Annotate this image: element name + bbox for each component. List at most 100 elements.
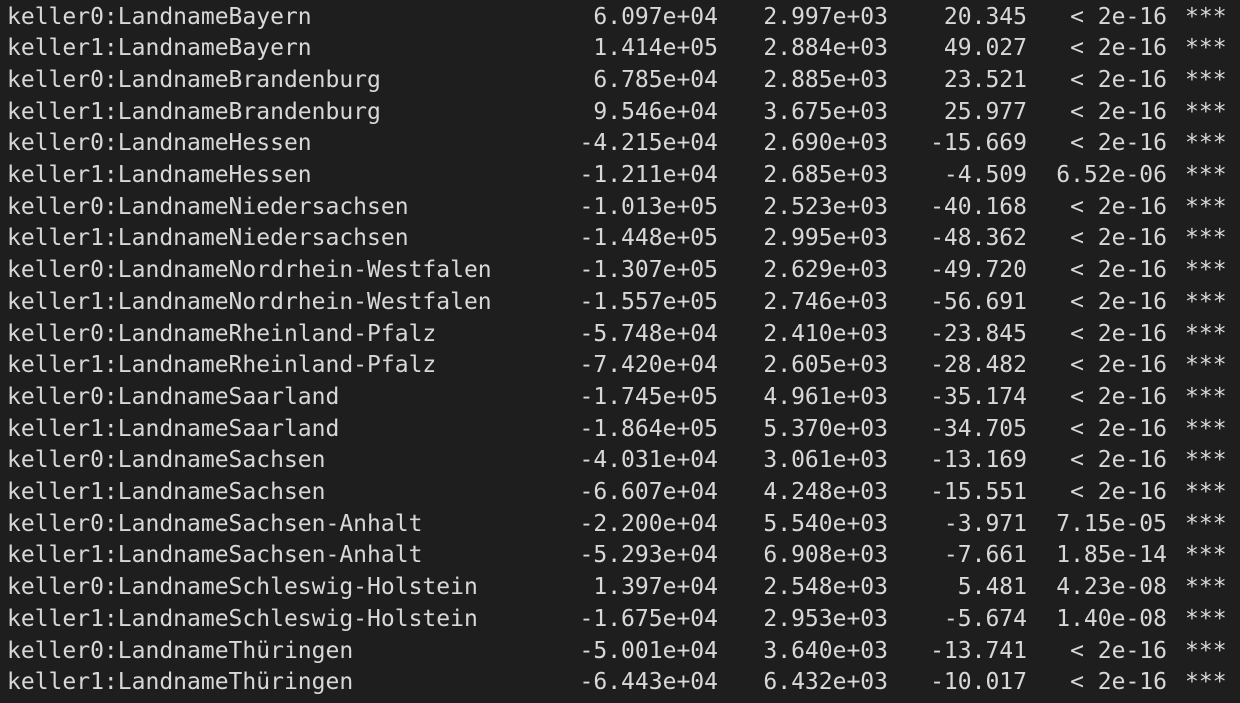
significance-stars: *** (1185, 160, 1227, 192)
coefficient-row: keller0:LandnameBayern 6.097e+04 2.997e+03… (0, 2, 1240, 34)
estimate-value: -2.200e+04 (580, 509, 718, 541)
term-name: keller1:LandnameNordrhein-Westfalen (7, 287, 492, 319)
std-error-value: 3.675e+03 (763, 97, 888, 129)
t-value: -7.661 (944, 540, 1027, 572)
t-value: 25.977 (944, 97, 1027, 129)
std-error-value: 2.746e+03 (763, 287, 888, 319)
term-name: keller1:LandnameRheinland-Pfalz (7, 350, 436, 382)
term-name: keller0:LandnameNiedersachsen (7, 192, 409, 224)
estimate-value: -7.420e+04 (580, 350, 718, 382)
p-value: < 2e-16 (1070, 414, 1167, 446)
p-value: < 2e-16 (1070, 65, 1167, 97)
p-value: < 2e-16 (1070, 287, 1167, 319)
term-name: keller1:LandnameBayern (7, 33, 312, 65)
p-value: < 2e-16 (1070, 636, 1167, 668)
t-value: -3.971 (944, 509, 1027, 541)
t-value: -15.551 (930, 477, 1027, 509)
term-name: keller1:LandnameSaarland (7, 414, 339, 446)
coefficient-row: keller0:LandnameBrandenburg 6.785e+04 2.88… (0, 65, 1240, 97)
p-value: < 2e-16 (1070, 445, 1167, 477)
t-value: -34.705 (930, 414, 1027, 446)
estimate-value: 1.414e+05 (593, 33, 718, 65)
t-value: -5.674 (944, 604, 1027, 636)
p-value: < 2e-16 (1070, 255, 1167, 287)
term-name: keller1:LandnameSachsen-Anhalt (7, 540, 422, 572)
significance-stars: *** (1185, 255, 1227, 287)
p-value: < 2e-16 (1070, 223, 1167, 255)
coefficient-row: keller1:LandnameSchleswig-Holstein -1.675… (0, 604, 1240, 636)
std-error-value: 3.061e+03 (763, 445, 888, 477)
estimate-value: -1.307e+05 (580, 255, 718, 287)
estimate-value: -5.293e+04 (580, 540, 718, 572)
coefficient-row: keller1:LandnameThüringen -6.443e+04 6.432… (0, 667, 1240, 699)
coefficient-row: keller1:LandnameSachsen -6.607e+04 4.248e+… (0, 477, 1240, 509)
p-value: 7.15e-05 (1056, 509, 1167, 541)
estimate-value: -4.031e+04 (580, 445, 718, 477)
term-name: keller1:LandnameBrandenburg (7, 97, 381, 129)
term-name: keller0:LandnameHessen (7, 128, 312, 160)
p-value: < 2e-16 (1070, 382, 1167, 414)
significance-stars: *** (1185, 509, 1227, 541)
std-error-value: 2.953e+03 (763, 604, 888, 636)
std-error-value: 4.248e+03 (763, 477, 888, 509)
std-error-value: 5.540e+03 (763, 509, 888, 541)
term-name: keller1:LandnameSachsen (7, 477, 326, 509)
significance-stars: *** (1185, 319, 1227, 351)
term-name: keller0:LandnameBayern (7, 2, 312, 34)
t-value: -40.168 (930, 192, 1027, 224)
significance-stars: *** (1185, 382, 1227, 414)
t-value: 49.027 (944, 33, 1027, 65)
estimate-value: -1.745e+05 (580, 382, 718, 414)
significance-stars: *** (1185, 604, 1227, 636)
significance-stars: *** (1185, 540, 1227, 572)
significance-stars: *** (1185, 2, 1227, 34)
coefficient-row: keller0:LandnameSachsen -4.031e+04 3.061e+… (0, 445, 1240, 477)
estimate-value: -1.448e+05 (580, 223, 718, 255)
significance-stars: *** (1185, 414, 1227, 446)
std-error-value: 2.410e+03 (763, 319, 888, 351)
estimate-value: -4.215e+04 (580, 128, 718, 160)
std-error-value: 6.432e+03 (763, 667, 888, 699)
significance-stars: *** (1185, 572, 1227, 604)
significance-stars: *** (1185, 287, 1227, 319)
std-error-value: 3.640e+03 (763, 636, 888, 668)
significance-stars: *** (1185, 223, 1227, 255)
estimate-value: -5.748e+04 (580, 319, 718, 351)
p-value: < 2e-16 (1070, 350, 1167, 382)
p-value: 1.40e-08 (1056, 604, 1167, 636)
t-value: -15.669 (930, 128, 1027, 160)
p-value: < 2e-16 (1070, 667, 1167, 699)
t-value: 20.345 (944, 2, 1027, 34)
significance-stars: *** (1185, 97, 1227, 129)
t-value: -13.741 (930, 636, 1027, 668)
coefficient-row: keller1:LandnameHessen -1.211e+04 2.685e+0… (0, 160, 1240, 192)
significance-stars: *** (1185, 445, 1227, 477)
estimate-value: -1.675e+04 (580, 604, 718, 636)
coefficient-row: keller1:LandnameNiedersachsen -1.448e+05 2… (0, 223, 1240, 255)
estimate-value: -6.443e+04 (580, 667, 718, 699)
t-value: -48.362 (930, 223, 1027, 255)
t-value: -49.720 (930, 255, 1027, 287)
significance-stars: *** (1185, 128, 1227, 160)
t-value: -13.169 (930, 445, 1027, 477)
std-error-value: 2.629e+03 (763, 255, 888, 287)
estimate-value: -5.001e+04 (580, 636, 718, 668)
estimate-value: 6.097e+04 (593, 2, 718, 34)
estimate-value: 6.785e+04 (593, 65, 718, 97)
t-value: 5.481 (958, 572, 1027, 604)
term-name: keller0:LandnameRheinland-Pfalz (7, 319, 436, 351)
std-error-value: 4.961e+03 (763, 382, 888, 414)
p-value: < 2e-16 (1070, 319, 1167, 351)
p-value: < 2e-16 (1070, 128, 1167, 160)
t-value: -23.845 (930, 319, 1027, 351)
term-name: keller0:LandnameSachsen-Anhalt (7, 509, 422, 541)
estimate-value: 9.546e+04 (593, 97, 718, 129)
p-value: 1.85e-14 (1056, 540, 1167, 572)
estimate-value: -1.557e+05 (580, 287, 718, 319)
term-name: keller0:LandnameSachsen (7, 445, 326, 477)
p-value: 4.23e-08 (1056, 572, 1167, 604)
std-error-value: 2.605e+03 (763, 350, 888, 382)
term-name: keller0:LandnameThüringen (7, 636, 353, 668)
t-value: -35.174 (930, 382, 1027, 414)
